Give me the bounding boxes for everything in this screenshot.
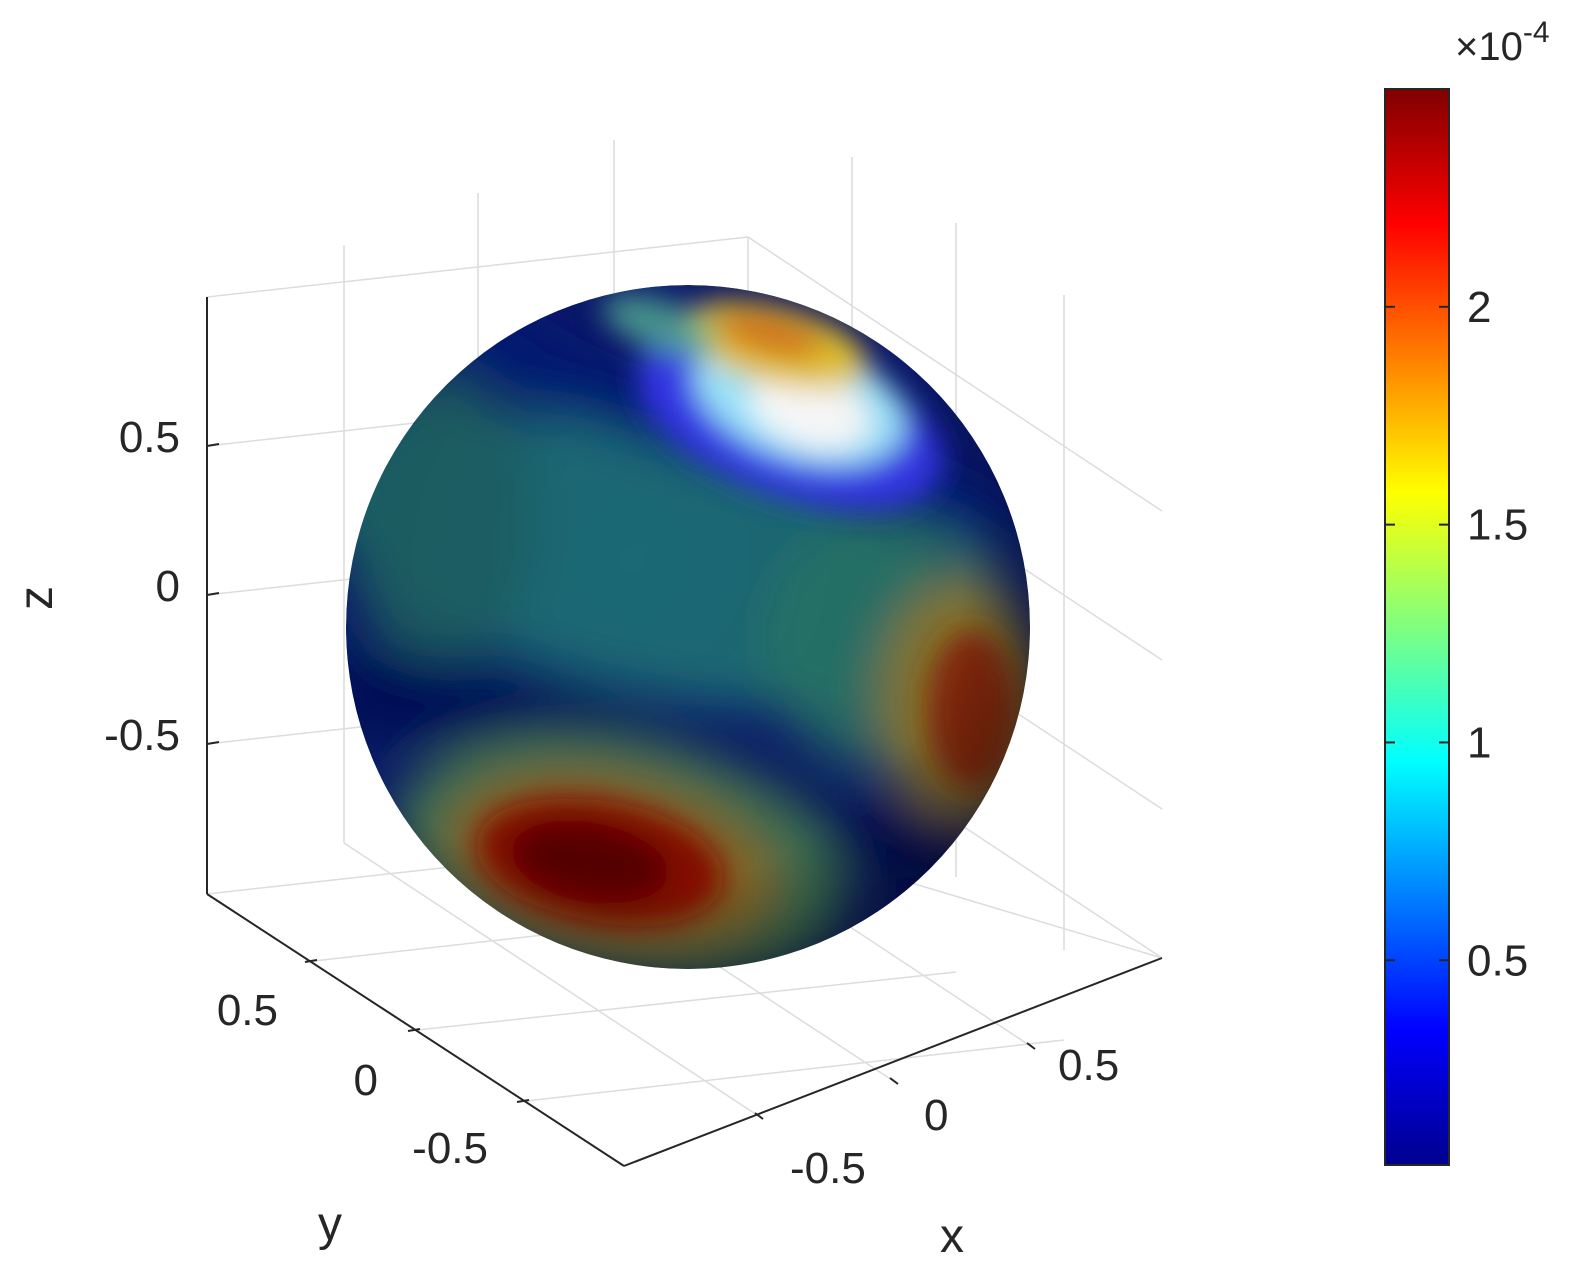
colorbar-ticks: 0.5 1 1.5 2	[1385, 283, 1528, 985]
y-tick-label: 0.5	[217, 986, 278, 1035]
colorbar-tick-label: 2	[1467, 283, 1491, 332]
sphere-surface	[346, 285, 1030, 969]
y-tick-label: -0.5	[412, 1124, 488, 1173]
sphere-shading	[346, 285, 1030, 969]
tick-labels: 0.5 0 -0.5 0.5 0 -0.5 -0.5 0 0.5	[104, 413, 1119, 1193]
z-tick-label: 0.5	[119, 413, 180, 462]
colorbar-multiplier: ×10	[1455, 25, 1523, 69]
colorbar-exponent-label: ×10-4	[1455, 16, 1550, 69]
colorbar-gradient	[1384, 88, 1450, 1166]
x-tick-label: 0.5	[1058, 1041, 1119, 1090]
z-tick-label: 0	[156, 562, 180, 611]
z-axis-label: z	[10, 586, 63, 610]
x-tick-label: -0.5	[790, 1144, 866, 1193]
colorbar: 0.5 1 1.5 2 ×10-4	[1384, 16, 1550, 1166]
z-tick-label: -0.5	[104, 711, 180, 760]
svg-text:×10-4: ×10-4	[1455, 16, 1550, 69]
colorbar-tick-label: 1	[1467, 718, 1491, 767]
y-axis-label: y	[318, 1198, 342, 1251]
colorbar-tick-label: 1.5	[1467, 501, 1528, 550]
y-tick-label: 0	[354, 1056, 378, 1105]
x-axis-label: x	[940, 1210, 964, 1263]
colorbar-exponent: -4	[1523, 16, 1550, 49]
axis-lines	[206, 297, 1163, 1167]
colorbar-tick-label: 0.5	[1467, 936, 1528, 985]
x-tick-label: 0	[924, 1091, 948, 1140]
